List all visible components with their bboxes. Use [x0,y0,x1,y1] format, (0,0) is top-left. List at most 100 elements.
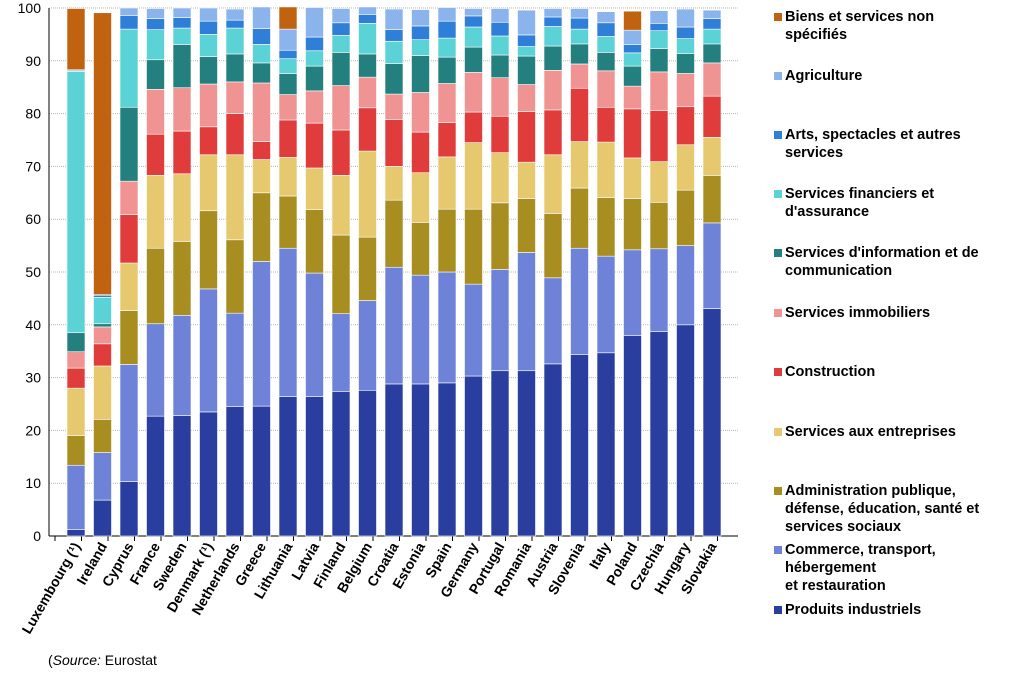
bar-segment [172,7,192,18]
bar-segment [676,106,695,146]
bar-segment [278,157,298,197]
bar-segment [119,15,139,30]
bar-segment [384,166,404,201]
bar-segment [411,25,430,40]
y-tick-label: 30 [25,370,41,386]
bar-segment [543,45,563,71]
bar-segment [225,113,245,156]
bar-segment [225,27,245,55]
bar-segment [702,222,722,309]
bar-segment [490,8,510,23]
legend-label: Administration publique, défense, éducat… [785,483,980,535]
bar-segment [517,9,536,36]
bar-segment [464,26,483,48]
legend-swatch [774,72,782,80]
bar-segment [358,23,377,55]
bar-segment [411,9,430,27]
stacked-bar-chart: 0 10 20 30 40 50 60 70 80 90 100 Luxembourg (¹)Ire… [18,0,738,636]
bar-segment [358,236,377,301]
bar-segment [490,202,510,270]
legend-swatch [774,368,782,376]
bar-segment [702,28,722,45]
legend-swatch [774,546,782,554]
bar-segment [702,43,722,64]
bar-segment [437,37,457,58]
bar-segment [490,77,510,117]
bar-segment [596,197,616,257]
bar-segment [517,34,536,47]
bar-segment [596,22,616,37]
bar-segment [649,202,669,250]
bar-segment [66,464,86,530]
bar-segment [437,7,457,22]
bar-segment [93,12,112,296]
bar-segment [172,241,192,316]
bars [66,6,722,537]
bar-segment [543,363,563,537]
bar-segment [649,48,669,73]
bar-segment [119,214,139,264]
bar-segment [93,343,112,367]
bar-segment [623,44,642,54]
bar-segment [199,83,218,128]
bar-segment [305,7,324,38]
legend-label: Biens et services non spécifiés [785,9,935,43]
bar-segment [331,175,351,236]
bar-segment [199,34,218,57]
bar-segment [464,8,483,17]
bar-segment [384,266,404,385]
legend-swatch [774,606,782,614]
bar-segment [305,65,324,92]
bar-segment [119,364,139,482]
bar-segment [199,7,218,22]
bar-segment [596,106,616,143]
bar-segment [623,29,642,45]
bar-segment [623,65,642,87]
bar-segment [596,352,616,537]
bar-segment [93,294,112,298]
bar-segment [225,406,245,537]
bar-segment [305,50,324,67]
bar-segment [93,326,112,345]
legend-label: Produits industriels [785,602,922,618]
y-tick-label: 60 [25,211,41,227]
bar-segment [490,152,510,204]
bar-segment [358,14,377,24]
bar-segment [199,288,218,413]
bar-segment [437,208,457,273]
bar-segment [464,46,483,73]
bar-segment [119,262,139,311]
bar-segment [199,154,218,212]
bar-segment [649,331,669,537]
bar-segment [490,269,510,372]
bar-segment [172,415,192,537]
bar-segment [702,62,722,97]
bar-segment [278,6,298,30]
bar-segment [384,40,404,64]
bar-segment [305,122,324,169]
bar-segment [649,30,669,49]
legend-swatch [774,487,782,495]
bar-segment [649,161,669,203]
bar-segment [331,8,351,24]
bar-segment [146,247,165,325]
bar-segment [464,15,483,28]
bar-segment [411,131,430,174]
bar-segment [305,90,324,124]
bar-segment [331,35,351,53]
bar-segment [172,17,192,29]
bar-segment [570,354,589,537]
bar-segment [623,198,642,251]
bar-segment [172,87,192,132]
bar-segment [252,28,271,45]
bar-segment [596,36,616,53]
bar-segment [702,175,722,224]
bar-segment [225,154,245,241]
bar-segment [676,144,695,191]
legend-label: Services financiers et d'assurance [785,186,935,220]
y-tick-label: 70 [25,158,41,174]
bar-segment [464,142,483,210]
bar-segment [119,7,139,16]
bar-segment [464,375,483,537]
bar-segment [66,332,86,353]
